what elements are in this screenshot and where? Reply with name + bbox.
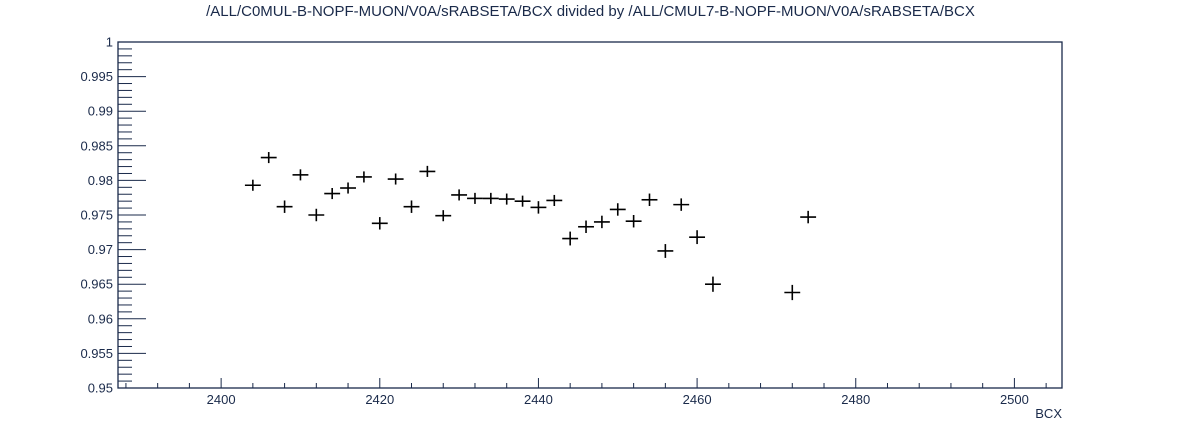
x-tick-label: 2460: [683, 392, 712, 407]
data-point: [609, 203, 626, 216]
plot-frame: [117, 41, 1063, 389]
data-point: [435, 210, 452, 222]
data-point: [498, 193, 515, 205]
y-tick-label: 0.995: [80, 69, 113, 84]
y-tick-label: 0.99: [88, 104, 113, 119]
y-tick-label: 0.96: [88, 311, 113, 326]
data-point: [387, 173, 404, 185]
x-tick-label: 2420: [365, 392, 394, 407]
data-point: [705, 276, 721, 292]
data-point: [324, 188, 341, 200]
data-point: [308, 208, 325, 222]
data-point: [451, 189, 468, 201]
data-point: [403, 200, 420, 213]
data-point: [673, 198, 690, 211]
data-point: [482, 192, 499, 204]
data-point: [340, 182, 356, 194]
data-point: [641, 193, 658, 207]
data-point: [546, 194, 563, 207]
data-point: [355, 171, 372, 183]
y-tick-label: 0.955: [80, 346, 113, 361]
data-point: [244, 179, 261, 191]
x-axis-title: BCX: [1035, 406, 1062, 421]
data-point: [689, 230, 706, 245]
data-point: [419, 165, 436, 177]
data-point: [578, 220, 594, 233]
x-tick-label: 2480: [841, 392, 870, 407]
x-tick-label: 2400: [207, 392, 236, 407]
y-axis-ticks: 0.95 0.955 0.96 0.965 0.97 0.975 0.98 0.985 0.99…: [80, 35, 146, 396]
y-tick-label: 0.965: [80, 277, 113, 292]
y-tick-label: 0.97: [88, 242, 113, 257]
data-point: [657, 244, 674, 258]
data-point: [276, 200, 293, 213]
y-tick-label: 0.98: [88, 173, 113, 188]
data-point: [260, 152, 277, 164]
data-point: [292, 169, 309, 181]
chart-title: /ALL/C0MUL-B-NOPF-MUON/V0A/sRABSETA/BCX …: [206, 3, 975, 20]
data-point: [593, 215, 610, 229]
data-point: [625, 215, 642, 228]
data-points: [244, 152, 817, 301]
data-point: [530, 201, 547, 214]
x-tick-label: 2440: [524, 392, 553, 407]
y-tick-label: 0.975: [80, 208, 113, 223]
data-point: [514, 195, 531, 207]
data-point: [371, 217, 388, 230]
data-point: [562, 231, 579, 246]
x-axis-ticks: 2400 2420 2440 2460 2480 2500: [125, 378, 1047, 407]
y-tick-label: 0.985: [80, 138, 113, 153]
data-point: [467, 192, 483, 204]
data-point: [784, 284, 801, 301]
y-tick-label: 1: [106, 35, 113, 50]
data-point: [800, 210, 817, 224]
y-tick-label: 0.95: [88, 381, 113, 396]
x-tick-label: 2500: [1000, 392, 1029, 407]
